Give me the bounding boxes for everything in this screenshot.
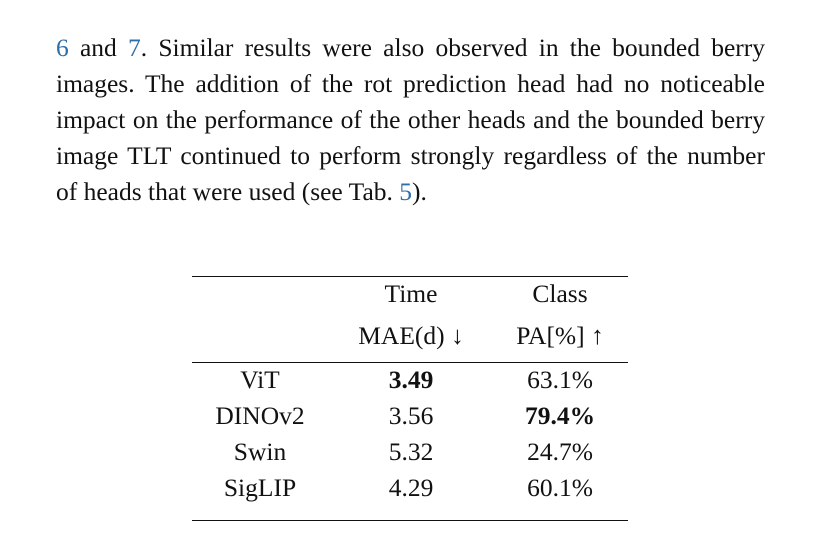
- table-cell: 79.4%: [524, 401, 596, 430]
- table-ref: 5: [399, 177, 413, 206]
- header-cell: Class: [532, 279, 588, 308]
- table-cell: 3.56: [388, 401, 434, 430]
- mid-rule: [192, 362, 628, 363]
- text: . Similar results were also observed in …: [56, 33, 765, 206]
- text: and: [68, 33, 128, 62]
- table-cell: 3.49: [388, 365, 434, 394]
- text: ).: [412, 177, 427, 206]
- header-cell: MAE(d) ↓: [358, 321, 464, 350]
- header-cell: PA[%] ↑: [516, 321, 604, 350]
- model-name: DINOv2: [215, 401, 305, 430]
- model-name: ViT: [240, 365, 280, 394]
- bottom-rule: [192, 520, 628, 521]
- table-cell: 63.1%: [527, 365, 593, 394]
- header-cell: Time: [384, 279, 438, 308]
- table-cell: 4.29: [388, 473, 434, 502]
- model-name: SigLIP: [223, 473, 297, 502]
- figure-ref: 7: [128, 33, 141, 62]
- table-cell: 5.32: [388, 437, 434, 466]
- table-cell: 24.7%: [527, 437, 593, 466]
- table-cell: 60.1%: [527, 473, 593, 502]
- paragraph: 6 and 7. Similar results were also obser…: [56, 30, 765, 210]
- top-rule: [192, 276, 628, 277]
- model-name: Swin: [233, 437, 287, 466]
- figure-ref: 6: [56, 33, 69, 62]
